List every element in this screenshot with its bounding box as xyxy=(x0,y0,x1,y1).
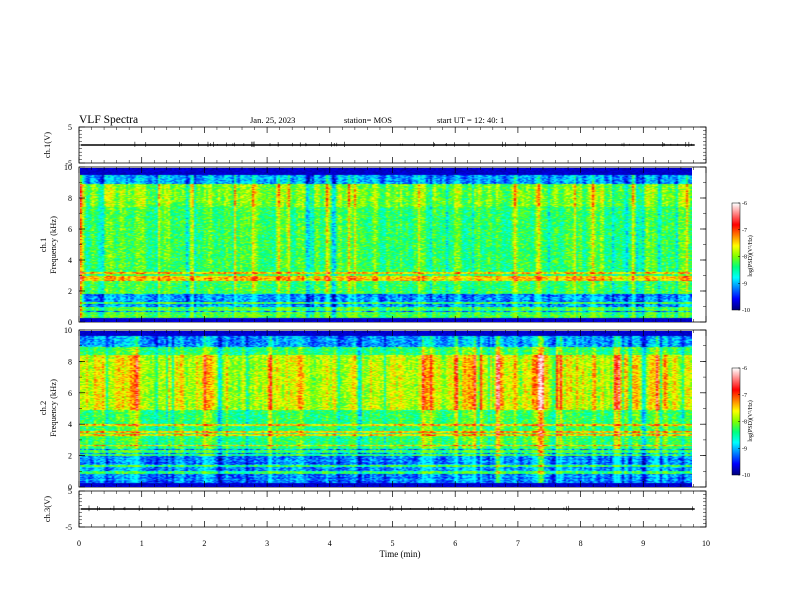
ch2-spectrogram-ytick-label-2: 4 xyxy=(68,420,72,429)
ch1-spectrogram-ytick-label-2: 4 xyxy=(68,256,72,265)
ch1-spectrogram-ytick-label-5: 10 xyxy=(64,163,72,172)
ch1-colorbar xyxy=(732,203,740,310)
figure-date: Jan. 25, 2023 xyxy=(250,115,295,125)
ch2-spectrogram-ytick-label-1: 2 xyxy=(68,452,72,461)
x-tick-label-7: 7 xyxy=(516,539,520,548)
x-tick-label-8: 8 xyxy=(579,539,583,548)
ch2-colorbar-tick-3: -9 xyxy=(742,446,747,452)
ch1-spectrogram-image xyxy=(80,168,692,322)
ch1-colorbar-tick-1: -7 xyxy=(742,228,747,234)
x-axis-label: Time (min) xyxy=(380,549,421,559)
ch2-spectrogram-ytick-label-3: 6 xyxy=(68,389,72,398)
x-tick-label-10: 10 xyxy=(702,539,710,548)
x-tick-label-9: 9 xyxy=(641,539,645,548)
ch2-colorbar xyxy=(732,368,740,475)
ch2-spectrogram-image xyxy=(80,331,692,487)
ch2-colorbar-tick-4: -10 xyxy=(742,473,750,479)
ch2-colorbar-label: log(PSD)(V²/Hz) xyxy=(747,400,754,441)
ch1-colorbar-tick-2: -8 xyxy=(742,255,747,261)
ch2-colorbar-tick-1: -7 xyxy=(742,393,747,399)
ch2-spectrogram-ylabel-channel: ch.2 xyxy=(38,401,48,415)
x-tick-label-0: 0 xyxy=(77,539,81,548)
figure-title: VLF Spectra xyxy=(79,114,138,126)
figure-start-time: start UT = 12: 40: 1 xyxy=(437,115,504,125)
ch3-waveform-ytick-label-1: -5 xyxy=(65,523,72,532)
ch1-colorbar-tick-3: -9 xyxy=(742,281,747,287)
ch1-spectrogram-ytick-label-4: 8 xyxy=(68,194,72,203)
ch2-colorbar-tick-0: -6 xyxy=(742,366,747,372)
ch1-spectrogram-ylabel-channel: ch.1 xyxy=(38,238,48,252)
ch1-colorbar-tick-0: -6 xyxy=(742,201,747,207)
ch2-colorbar-tick-2: -8 xyxy=(742,420,747,426)
ch2-spectrogram-ytick-label-5: 10 xyxy=(64,326,72,335)
ch1-waveform-ytick-label-0: 5 xyxy=(68,123,72,132)
ch1-spectrogram-ylabel-frequency: Frequency (kHz) xyxy=(48,216,58,274)
ch1-waveform-ylabel: ch.1(V) xyxy=(42,132,52,158)
axis-ticks: -6-7-8-9-10-6-7-8-9-105-5024681002468105… xyxy=(64,123,750,548)
x-tick-label-1: 1 xyxy=(140,539,144,548)
ch1-waveform-ytick-label-1: -5 xyxy=(65,159,72,168)
waveform-traces xyxy=(81,141,695,512)
ch1-colorbar-tick-4: -10 xyxy=(742,308,750,314)
ch1-spectrogram-ytick-label-0: 0 xyxy=(68,318,72,327)
ch3-waveform-ylabel: ch.3(V) xyxy=(42,496,52,522)
ch1-spectrogram-ytick-label-3: 6 xyxy=(68,225,72,234)
x-tick-label-5: 5 xyxy=(391,539,395,548)
ch2-spectrogram-ytick-label-4: 8 xyxy=(68,357,72,366)
ch1-colorbar-label: log(PSD)(V²/Hz) xyxy=(747,235,754,276)
x-tick-label-4: 4 xyxy=(328,539,332,548)
ch2-spectrogram-ytick-label-0: 0 xyxy=(68,483,72,492)
x-tick-label-6: 6 xyxy=(453,539,457,548)
ch1-spectrogram-ytick-label-1: 2 xyxy=(68,287,72,296)
ch2-spectrogram-ylabel-frequency: Frequency (kHz) xyxy=(48,379,58,437)
x-tick-label-3: 3 xyxy=(265,539,269,548)
ch3-waveform-ytick-label-0: 5 xyxy=(68,487,72,496)
figure-station: station= MOS xyxy=(344,115,392,125)
x-tick-label-2: 2 xyxy=(202,539,206,548)
